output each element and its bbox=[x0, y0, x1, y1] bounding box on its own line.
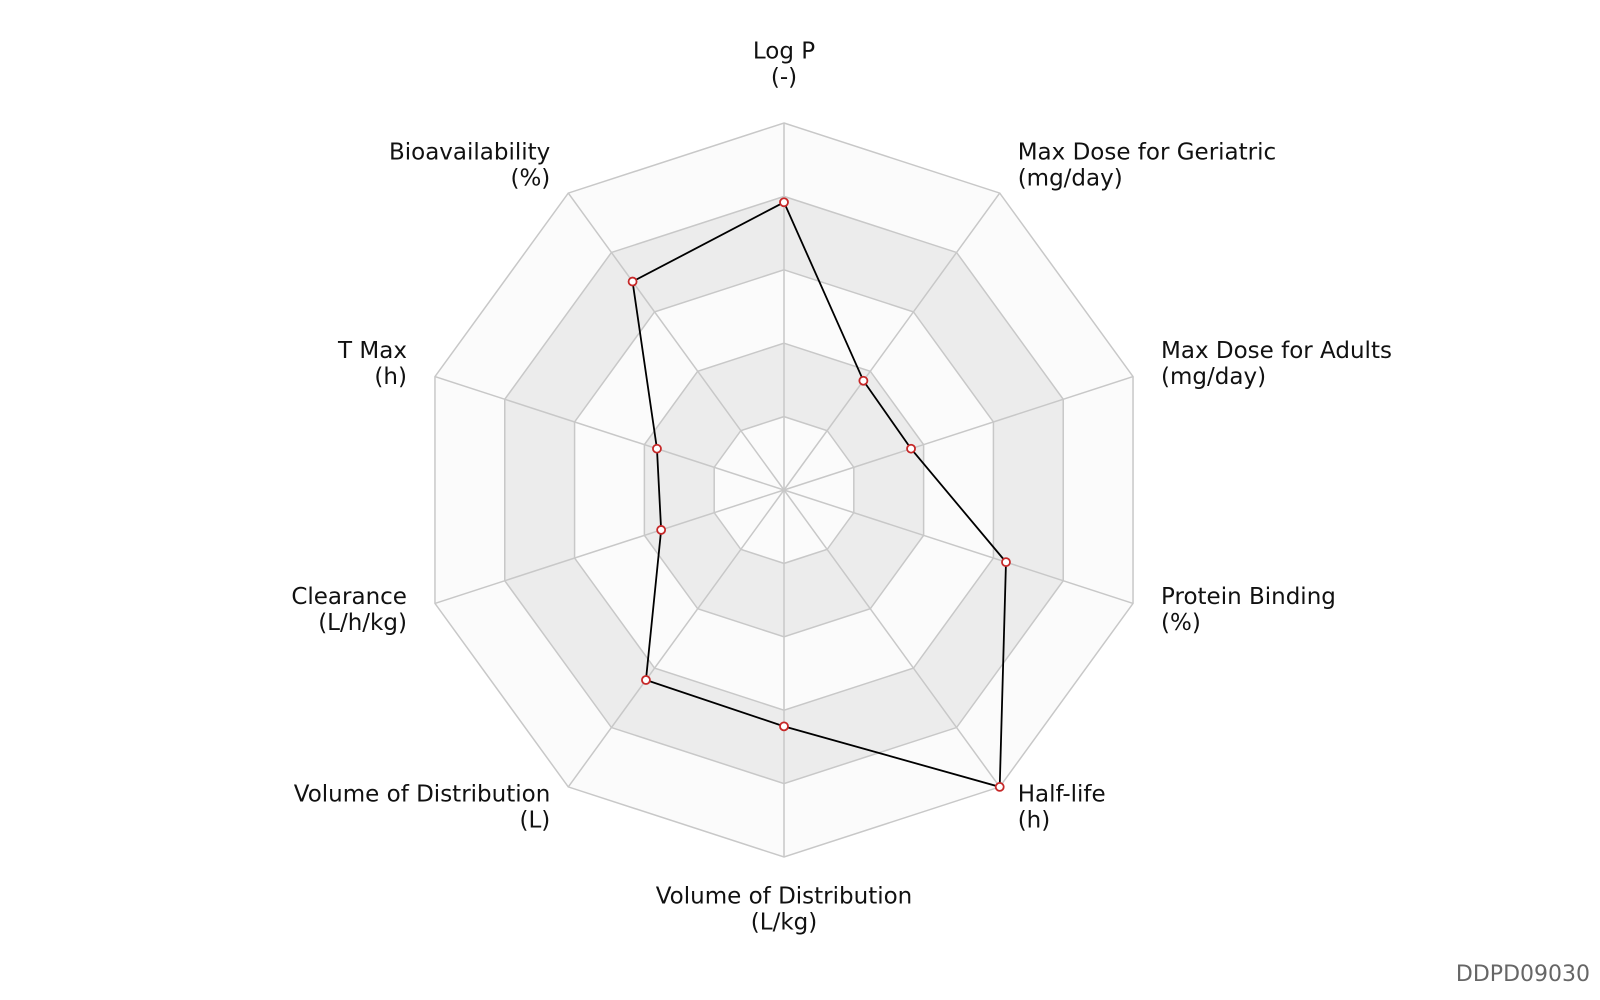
data-point bbox=[656, 525, 667, 535]
axis-labels: Log P(-)Max Dose for Geriatric(mg/day)Ma… bbox=[291, 39, 1392, 936]
axis-spoke bbox=[567, 192, 785, 491]
axis-label: Log P bbox=[753, 39, 815, 65]
axis-label: Clearance bbox=[291, 584, 407, 610]
axis-label: Bioavailability bbox=[389, 140, 550, 166]
data-point bbox=[994, 782, 1005, 792]
axis-label: Max Dose for Adults bbox=[1161, 338, 1392, 364]
data-point bbox=[906, 443, 916, 454]
radar-marks bbox=[627, 197, 1011, 792]
axis-spoke bbox=[783, 375, 1134, 491]
axis-unit: (%) bbox=[510, 166, 550, 192]
data-point bbox=[1001, 557, 1011, 568]
axis-unit: (%) bbox=[1161, 610, 1201, 636]
axis-unit: (-) bbox=[771, 65, 797, 91]
axis-label: Protein Binding bbox=[1161, 584, 1336, 610]
data-point bbox=[627, 276, 638, 287]
axis-spoke bbox=[783, 489, 1134, 605]
axis-spoke bbox=[567, 489, 785, 788]
axis-label: Max Dose for Geriatric bbox=[1018, 140, 1276, 166]
data-point bbox=[779, 721, 789, 732]
axis-spoke bbox=[434, 489, 785, 605]
axis-spoke bbox=[434, 375, 785, 491]
data-point bbox=[779, 197, 789, 208]
axis-unit: (L/h/kg) bbox=[318, 610, 407, 636]
axis-label: Volume of Distribution bbox=[656, 884, 913, 910]
radar-grid bbox=[434, 122, 1134, 858]
axis-unit: (mg/day) bbox=[1018, 166, 1123, 192]
watermark: DDPD09030 bbox=[1456, 962, 1590, 987]
axis-spoke bbox=[783, 192, 1001, 491]
axis-unit: (L) bbox=[520, 807, 551, 833]
axis-label: Volume of Distribution bbox=[294, 781, 551, 807]
axis-spoke bbox=[783, 489, 1001, 788]
axis-label: T Max bbox=[337, 338, 407, 364]
data-point bbox=[641, 675, 651, 685]
axis-unit: (L/kg) bbox=[751, 910, 817, 936]
axis-unit: (mg/day) bbox=[1161, 364, 1266, 390]
data-point bbox=[858, 375, 869, 386]
axis-unit: (h) bbox=[1018, 807, 1051, 833]
data-point bbox=[652, 443, 662, 454]
axis-label: Half-life bbox=[1018, 781, 1106, 807]
axis-unit: (h) bbox=[374, 364, 407, 390]
